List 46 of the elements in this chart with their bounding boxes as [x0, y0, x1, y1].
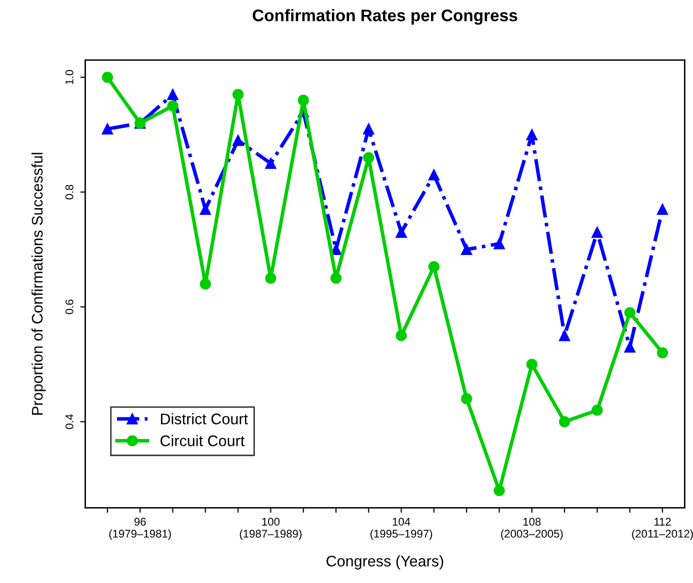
- point: [330, 272, 342, 284]
- point: [526, 358, 538, 370]
- point: [102, 123, 113, 134]
- point: [363, 152, 374, 164]
- point: [200, 204, 211, 215]
- point: [592, 226, 603, 238]
- point: [526, 129, 538, 140]
- point: [396, 330, 407, 342]
- point: [265, 158, 276, 169]
- point: [624, 342, 636, 353]
- point: [428, 169, 440, 180]
- point: [232, 134, 244, 146]
- point: [592, 404, 603, 416]
- chart-title: Confirmation Rates per Congress: [252, 9, 518, 25]
- point: [102, 72, 113, 83]
- point: [558, 416, 570, 428]
- x-tick-label: 100 (1987–1989): [240, 518, 302, 540]
- point: [656, 347, 668, 358]
- x-tick-label: 108 (2003–2005): [501, 518, 563, 540]
- point: [396, 226, 407, 238]
- point: [558, 330, 570, 342]
- point: [494, 485, 505, 496]
- point: [298, 94, 309, 106]
- x-axis-title: Congress (Years): [326, 555, 444, 570]
- x-tick-label: 96 (1979–1981): [109, 518, 171, 540]
- point: [167, 100, 178, 112]
- point: [624, 307, 636, 318]
- point: [494, 238, 505, 250]
- y-tick-label: 1.0: [65, 70, 74, 84]
- legend-label: District Court: [161, 413, 248, 424]
- point: [461, 393, 472, 404]
- y-tick-label: 0.4: [65, 414, 74, 429]
- point: [428, 261, 440, 272]
- point: [232, 88, 244, 100]
- point: [363, 123, 374, 134]
- y-tick-label: 0.8: [65, 184, 74, 200]
- x-tick-label: 112 (2011–2012): [632, 518, 693, 540]
- point: [656, 204, 668, 215]
- point: [167, 88, 178, 100]
- legend-label: Circuit Court: [160, 435, 245, 446]
- point: [200, 278, 211, 290]
- point: [265, 272, 276, 284]
- point: [461, 244, 472, 256]
- y-axis-title: Proportion of Confirmations Successful: [31, 152, 46, 415]
- y-tick-label: 0.6: [65, 300, 74, 314]
- x-tick-label: 104 (1995–1997): [370, 518, 432, 540]
